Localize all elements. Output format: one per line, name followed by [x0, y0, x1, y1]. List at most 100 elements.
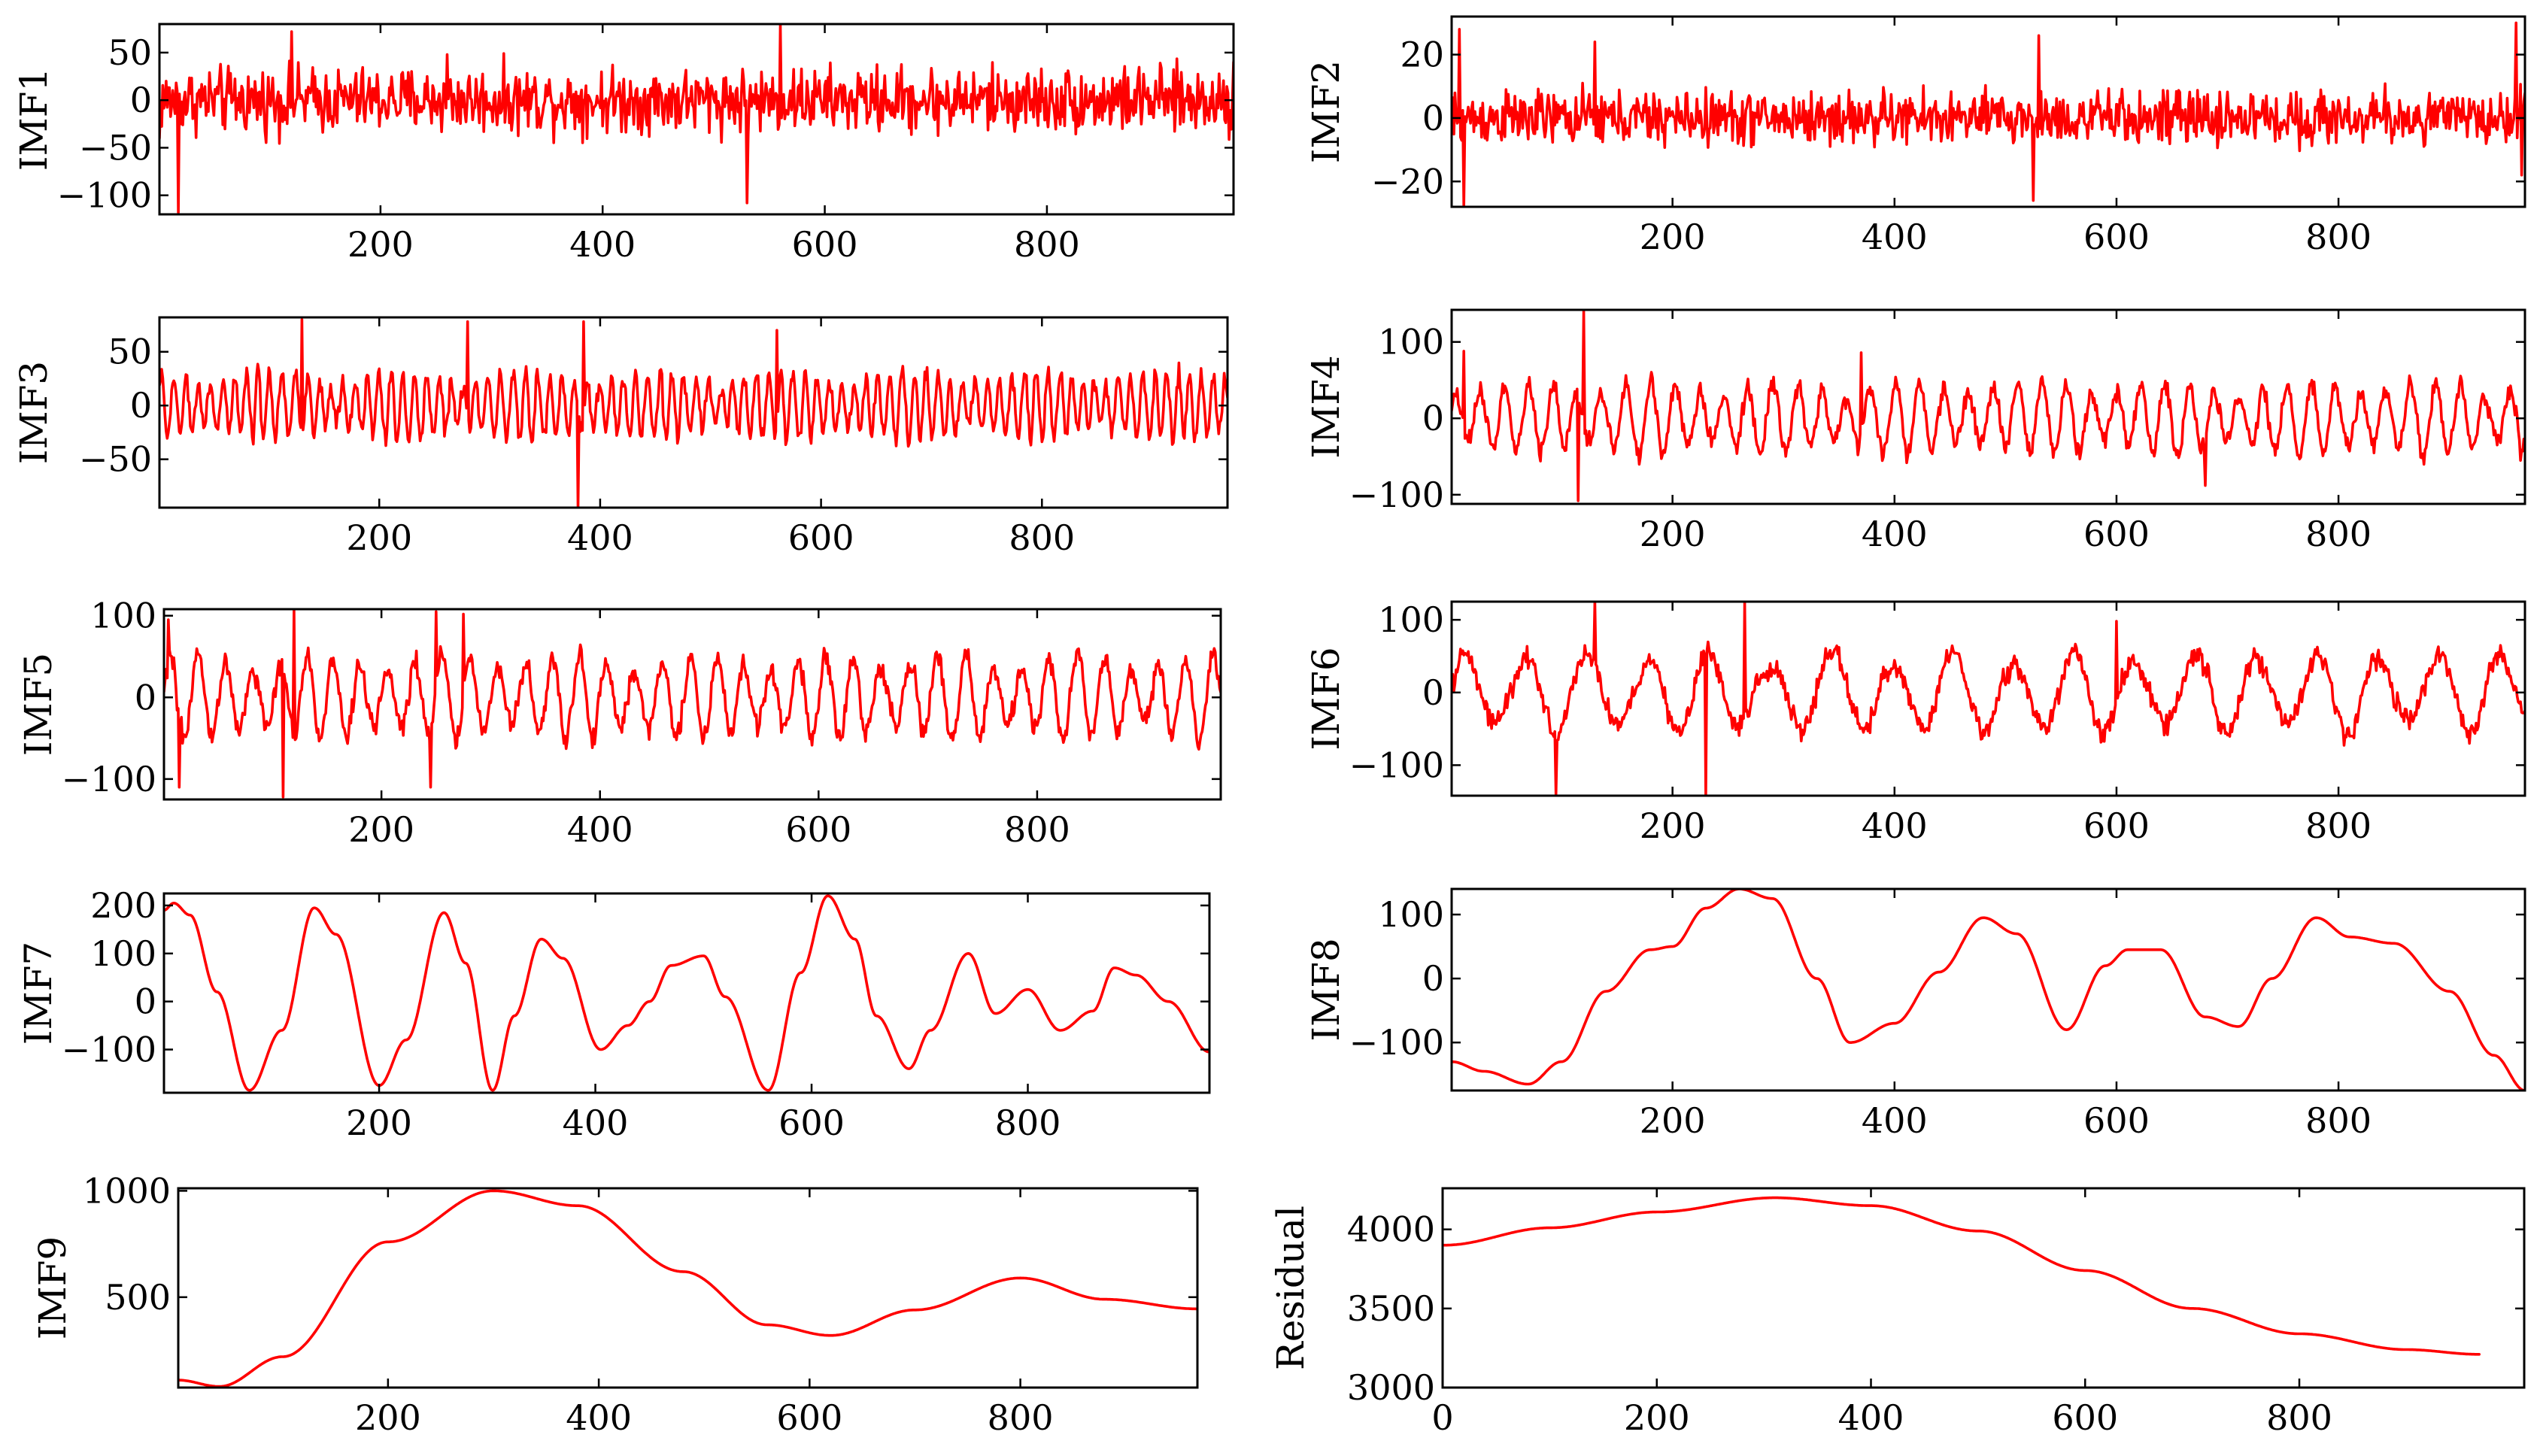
y-tick-label: 4000 [1347, 1209, 1435, 1250]
x-tick-label: 400 [1862, 514, 1928, 554]
y-axis-label: IMF2 [1304, 60, 1348, 163]
x-tick-label: 400 [567, 809, 633, 850]
series-line-imf5 [164, 609, 1221, 799]
x-tick-label: 800 [2305, 514, 2372, 554]
y-tick-label: 200 [90, 885, 156, 926]
series-line-imf4 [1452, 310, 2525, 502]
x-tick-label: 0 [1431, 1397, 1453, 1438]
x-tick-label: 600 [2083, 217, 2150, 257]
y-axis-label: IMF3 [12, 361, 56, 464]
x-tick-label: 400 [569, 224, 636, 265]
x-tick-label: 200 [346, 517, 412, 558]
series-line-imf8 [1452, 889, 2525, 1090]
y-tick-label: 3500 [1347, 1288, 1435, 1329]
x-tick-label: 200 [1640, 805, 1706, 846]
axes-frame [158, 316, 1229, 509]
x-tick-label: 800 [2305, 217, 2372, 257]
y-tick-label: 3000 [1347, 1367, 1435, 1408]
y-tick-label: 0 [135, 981, 156, 1022]
y-tick-label: −50 [79, 127, 152, 168]
y-tick-label: 50 [108, 332, 152, 372]
y-tick-label: 100 [1378, 322, 1444, 362]
axes-frame [1441, 1187, 2526, 1389]
y-tick-label: 0 [130, 385, 152, 426]
axes-frame [1450, 600, 2526, 797]
y-tick-label: 100 [90, 596, 156, 636]
y-tick-label: 100 [1378, 599, 1444, 640]
x-tick-label: 600 [2083, 514, 2150, 554]
y-tick-label: −100 [1349, 1022, 1444, 1063]
x-tick-label: 600 [778, 1103, 845, 1143]
y-tick-label: 1000 [83, 1170, 171, 1211]
x-tick-label: 600 [776, 1397, 842, 1438]
y-tick-label: 100 [1378, 894, 1444, 935]
x-tick-label: 600 [792, 224, 858, 265]
x-tick-label: 600 [2083, 1100, 2150, 1141]
panel-residual: 0 200 400 600 800 3000 3500 4000 Residual [1269, 1187, 2526, 1438]
y-tick-label: −100 [1349, 475, 1444, 515]
x-tick-label: 200 [1640, 1100, 1706, 1141]
y-axis-label: IMF1 [12, 68, 56, 171]
x-tick-label: 200 [355, 1397, 421, 1438]
x-tick-label: 400 [1838, 1397, 1904, 1438]
x-tick-label: 800 [2266, 1397, 2332, 1438]
x-tick-label: 200 [346, 1103, 412, 1143]
panel-imf1: 200 400 600 800 −100 −50 0 50 IMF1 [12, 23, 1235, 265]
x-tick-label: 600 [785, 809, 851, 850]
series-line-imf1 [159, 24, 1234, 214]
axes-frame [1450, 308, 2526, 505]
y-axis-label: IMF7 [17, 942, 60, 1045]
panel-imf8: 200 400 600 800 −100 0 100 IMF8 [1304, 887, 2526, 1141]
y-axis-label: IMF4 [1304, 355, 1348, 458]
y-tick-label: −100 [1349, 745, 1444, 785]
panel-imf2: 200 400 600 800 −20 0 20 IMF2 [1304, 15, 2526, 257]
x-tick-label: 800 [995, 1103, 1061, 1143]
y-axis-label: IMF6 [1304, 647, 1348, 750]
y-tick-label: −20 [1371, 161, 1444, 202]
panel-imf3: 200 400 600 800 −50 0 50 IMF3 [12, 316, 1229, 558]
panel-imf5: 200 400 600 800 −100 0 100 IMF5 [17, 596, 1222, 850]
y-tick-label: 0 [1422, 672, 1444, 713]
x-tick-label: 800 [1014, 224, 1080, 265]
y-axis-label: IMF5 [17, 653, 60, 756]
y-tick-label: −100 [62, 1030, 156, 1070]
y-tick-label: 0 [1422, 958, 1444, 999]
y-tick-label: 0 [1422, 98, 1444, 138]
x-tick-label: 200 [347, 224, 414, 265]
series-line-imf9 [178, 1189, 1197, 1388]
x-tick-label: 800 [1004, 809, 1070, 850]
series-line-imf3 [159, 318, 1228, 508]
axes-frame [162, 608, 1222, 801]
x-tick-label: 400 [1862, 217, 1928, 257]
series-line-imf7 [164, 894, 1209, 1092]
x-tick-label: 400 [1862, 805, 1928, 846]
x-tick-label: 600 [2052, 1397, 2118, 1438]
axes-frame [1450, 15, 2526, 208]
y-tick-label: 500 [105, 1277, 171, 1318]
y-tick-label: 50 [108, 32, 152, 73]
series-line-imf6 [1452, 602, 2525, 796]
x-tick-label: 400 [566, 1397, 632, 1438]
x-tick-label: 600 [2083, 805, 2150, 846]
axes-frame [177, 1187, 1199, 1389]
x-tick-label: 200 [1640, 514, 1706, 554]
x-tick-label: 800 [2305, 1100, 2372, 1141]
y-tick-label: 0 [1422, 398, 1444, 438]
y-tick-label: −50 [79, 439, 152, 480]
y-tick-label: 20 [1400, 35, 1444, 75]
x-tick-label: 800 [1009, 517, 1075, 558]
y-tick-label: 100 [90, 933, 156, 974]
y-axis-label: IMF8 [1304, 938, 1348, 1041]
x-tick-label: 400 [567, 517, 633, 558]
panel-imf4: 200 400 600 800 −100 0 100 IMF4 [1304, 308, 2526, 554]
axes-frame [1450, 887, 2526, 1092]
panel-imf7: 200 400 600 800 −100 0 100 200 IMF7 [17, 885, 1211, 1143]
x-tick-label: 200 [348, 809, 414, 850]
series-line-residual [1443, 1196, 2481, 1356]
y-tick-label: −100 [57, 175, 152, 216]
x-tick-label: 800 [2305, 805, 2372, 846]
y-tick-label: 0 [135, 677, 156, 717]
y-tick-label: −100 [62, 759, 156, 799]
